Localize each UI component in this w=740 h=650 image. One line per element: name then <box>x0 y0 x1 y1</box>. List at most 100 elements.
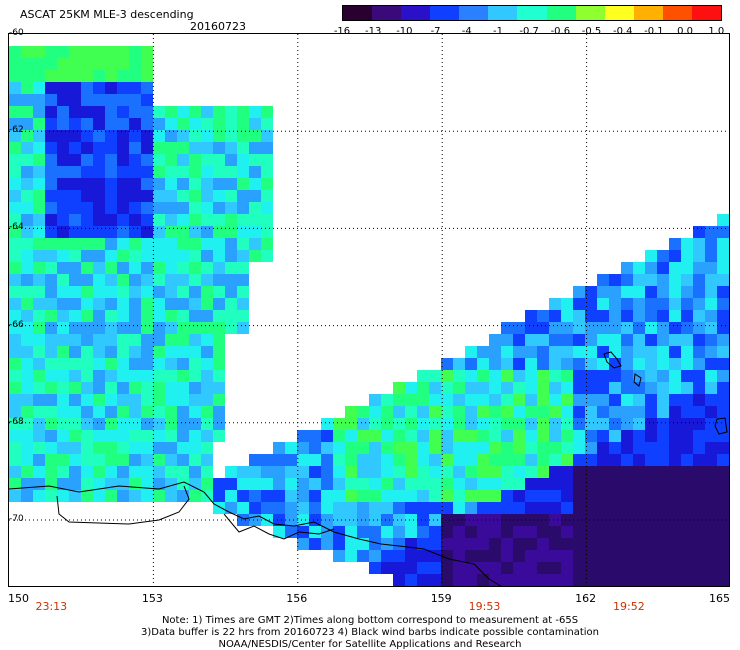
wind-cell <box>93 406 105 418</box>
wind-cell <box>561 478 573 490</box>
wind-cell <box>525 418 537 430</box>
wind-cell <box>609 322 621 334</box>
wind-cell <box>669 442 681 454</box>
wind-cell <box>57 58 69 70</box>
wind-cell <box>153 226 165 238</box>
wind-cell <box>609 382 621 394</box>
wind-cell <box>117 442 129 454</box>
color-scale-label: -1 <box>492 26 503 37</box>
wind-cell <box>681 550 693 562</box>
wind-cell <box>393 562 405 574</box>
wind-cell <box>189 238 201 250</box>
wind-cell <box>693 394 705 406</box>
wind-cell <box>633 478 645 490</box>
wind-cell <box>609 370 621 382</box>
wind-cell <box>93 82 105 94</box>
wind-cell <box>477 418 489 430</box>
wind-cell <box>645 310 657 322</box>
wind-cell <box>321 538 333 550</box>
wind-cell <box>153 490 165 502</box>
wind-cell <box>33 226 45 238</box>
wind-cell <box>93 238 105 250</box>
wind-cell <box>93 286 105 298</box>
wind-cell <box>645 262 657 274</box>
wind-cell <box>153 478 165 490</box>
wind-cell <box>285 478 297 490</box>
wind-cell <box>33 202 45 214</box>
wind-cell <box>129 370 141 382</box>
wind-cell <box>189 490 201 502</box>
wind-cell <box>201 346 213 358</box>
wind-cell <box>525 310 537 322</box>
wind-cell <box>681 334 693 346</box>
wind-cell <box>201 370 213 382</box>
wind-cell <box>105 202 117 214</box>
wind-cell <box>465 346 477 358</box>
wind-cell <box>141 322 153 334</box>
wind-cell <box>489 334 501 346</box>
wind-cell <box>189 394 201 406</box>
wind-cell <box>105 490 117 502</box>
wind-cell <box>177 370 189 382</box>
wind-cell <box>261 154 273 166</box>
wind-cell <box>45 250 57 262</box>
wind-cell <box>621 322 633 334</box>
wind-cell <box>645 514 657 526</box>
wind-cell <box>717 262 729 274</box>
wind-cell <box>645 406 657 418</box>
wind-cell <box>129 202 141 214</box>
wind-cell <box>9 466 21 478</box>
wind-cell <box>633 394 645 406</box>
wind-cell <box>9 490 21 502</box>
wind-cell <box>561 334 573 346</box>
wind-cell <box>189 298 201 310</box>
wind-cell <box>273 490 285 502</box>
wind-cell <box>201 250 213 262</box>
wind-cell <box>21 226 33 238</box>
wind-cell <box>669 574 681 586</box>
wind-cell <box>729 490 730 502</box>
wind-cell <box>441 358 453 370</box>
wind-cell <box>81 178 93 190</box>
wind-cell <box>105 46 117 58</box>
wind-cell <box>177 274 189 286</box>
wind-cell <box>597 358 609 370</box>
wind-cell <box>585 370 597 382</box>
wind-cell <box>549 514 561 526</box>
wind-cell <box>69 70 81 82</box>
wind-cell <box>645 286 657 298</box>
wind-cell <box>429 454 441 466</box>
wind-cell <box>417 574 429 586</box>
wind-cell <box>117 346 129 358</box>
wind-cell <box>93 178 105 190</box>
wind-cell <box>81 250 93 262</box>
wind-cell <box>141 178 153 190</box>
wind-cell <box>405 418 417 430</box>
wind-cell <box>129 298 141 310</box>
wind-cell <box>285 466 297 478</box>
wind-cell <box>705 298 717 310</box>
wind-cell <box>717 526 729 538</box>
wind-cell <box>237 262 249 274</box>
wind-cell <box>285 514 297 526</box>
wind-cell <box>141 382 153 394</box>
wind-cell <box>141 334 153 346</box>
wind-cell <box>177 442 189 454</box>
wind-cell <box>9 334 21 346</box>
wind-cell <box>465 418 477 430</box>
wind-cell <box>201 382 213 394</box>
wind-cell <box>33 358 45 370</box>
wind-cell <box>441 538 453 550</box>
wind-cell <box>477 514 489 526</box>
wind-cell <box>513 490 525 502</box>
wind-cell <box>597 406 609 418</box>
wind-cell <box>693 550 705 562</box>
wind-cell <box>525 358 537 370</box>
longitude-tick-label: 159 <box>430 592 452 605</box>
wind-cell <box>201 406 213 418</box>
wind-cell <box>9 250 21 262</box>
wind-cell <box>669 334 681 346</box>
wind-cell <box>513 526 525 538</box>
wind-cell <box>105 418 117 430</box>
wind-cell <box>237 490 249 502</box>
